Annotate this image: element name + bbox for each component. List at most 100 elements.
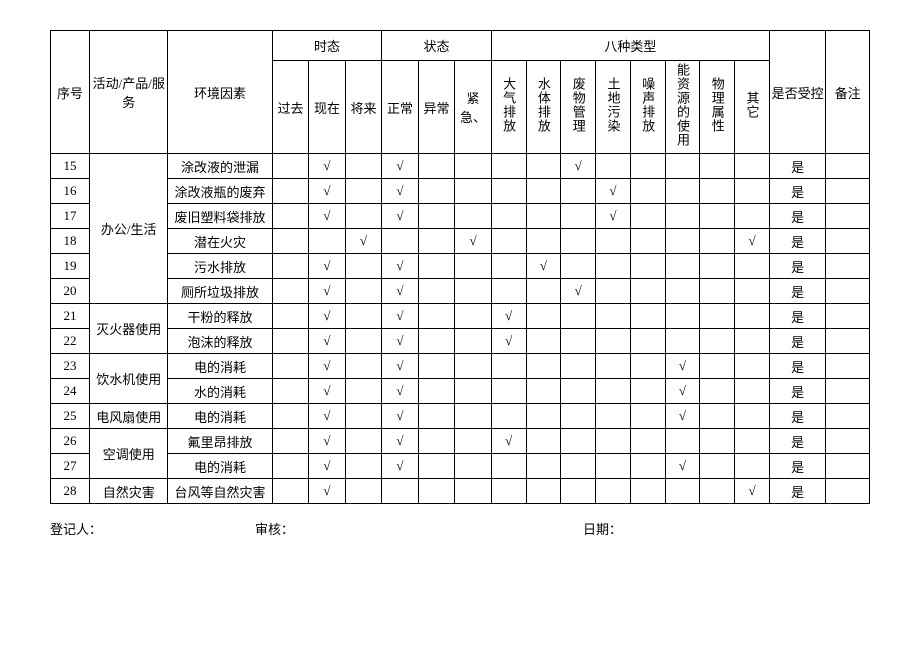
cell-physical bbox=[700, 479, 735, 504]
cell-other bbox=[735, 454, 770, 479]
col-water: 水体排放 bbox=[526, 61, 561, 154]
cell-land bbox=[596, 329, 631, 354]
cell-present: √ bbox=[309, 179, 346, 204]
cell-other: √ bbox=[735, 229, 770, 254]
footer-reviewer: 审核： bbox=[255, 519, 583, 538]
cell-physical bbox=[700, 229, 735, 254]
cell-remark bbox=[826, 379, 870, 404]
cell-past bbox=[272, 229, 309, 254]
cell-other bbox=[735, 204, 770, 229]
cell-abnormal bbox=[418, 404, 455, 429]
cell-water bbox=[526, 429, 561, 454]
cell-physical bbox=[700, 404, 735, 429]
cell-other bbox=[735, 404, 770, 429]
cell-past bbox=[272, 204, 309, 229]
cell-future bbox=[345, 254, 382, 279]
cell-physical bbox=[700, 254, 735, 279]
cell-controlled: 是 bbox=[769, 179, 826, 204]
footer-registrar: 登记人： bbox=[50, 519, 255, 538]
cell-energy bbox=[665, 304, 700, 329]
col-past: 过去 bbox=[272, 61, 309, 154]
cell-energy: √ bbox=[665, 379, 700, 404]
cell-abnormal bbox=[418, 179, 455, 204]
cell-air bbox=[491, 229, 526, 254]
cell-emergency bbox=[455, 254, 492, 279]
cell-other bbox=[735, 429, 770, 454]
cell-remark bbox=[826, 229, 870, 254]
cell-seq: 22 bbox=[51, 329, 90, 354]
cell-seq: 23 bbox=[51, 354, 90, 379]
cell-air bbox=[491, 179, 526, 204]
cell-waste bbox=[561, 454, 596, 479]
cell-other bbox=[735, 379, 770, 404]
cell-water bbox=[526, 179, 561, 204]
cell-future bbox=[345, 479, 382, 504]
cell-land bbox=[596, 454, 631, 479]
cell-noise bbox=[630, 304, 665, 329]
cell-noise bbox=[630, 229, 665, 254]
cell-energy: √ bbox=[665, 404, 700, 429]
cell-past bbox=[272, 329, 309, 354]
cell-factor: 厕所垃圾排放 bbox=[168, 279, 272, 304]
cell-activity: 电风扇使用 bbox=[90, 404, 168, 429]
cell-waste bbox=[561, 229, 596, 254]
table-row: 16涂改液瓶的废弃√√√是 bbox=[51, 179, 870, 204]
cell-remark bbox=[826, 429, 870, 454]
cell-air bbox=[491, 204, 526, 229]
cell-future bbox=[345, 204, 382, 229]
cell-land bbox=[596, 479, 631, 504]
col-waste: 废物管理 bbox=[561, 61, 596, 154]
cell-seq: 26 bbox=[51, 429, 90, 454]
cell-seq: 24 bbox=[51, 379, 90, 404]
cell-emergency bbox=[455, 454, 492, 479]
col-abnormal: 异常 bbox=[418, 61, 455, 154]
cell-land bbox=[596, 354, 631, 379]
cell-physical bbox=[700, 279, 735, 304]
cell-waste bbox=[561, 479, 596, 504]
cell-abnormal bbox=[418, 279, 455, 304]
cell-present: √ bbox=[309, 429, 346, 454]
cell-emergency bbox=[455, 354, 492, 379]
cell-emergency bbox=[455, 154, 492, 179]
cell-water bbox=[526, 304, 561, 329]
col-physical: 物理属性 bbox=[700, 61, 735, 154]
cell-waste bbox=[561, 329, 596, 354]
cell-physical bbox=[700, 454, 735, 479]
cell-present: √ bbox=[309, 404, 346, 429]
col-activity: 活动/产品/服务 bbox=[90, 31, 168, 154]
cell-emergency bbox=[455, 279, 492, 304]
cell-emergency: √ bbox=[455, 229, 492, 254]
cell-land bbox=[596, 404, 631, 429]
col-land: 土地污染 bbox=[596, 61, 631, 154]
cell-seq: 21 bbox=[51, 304, 90, 329]
cell-seq: 15 bbox=[51, 154, 90, 179]
cell-past bbox=[272, 404, 309, 429]
cell-land bbox=[596, 304, 631, 329]
cell-air bbox=[491, 279, 526, 304]
cell-future bbox=[345, 429, 382, 454]
cell-noise bbox=[630, 379, 665, 404]
cell-abnormal bbox=[418, 254, 455, 279]
cell-future bbox=[345, 154, 382, 179]
cell-future bbox=[345, 304, 382, 329]
cell-future bbox=[345, 379, 382, 404]
cell-activity: 自然灾害 bbox=[90, 479, 168, 504]
cell-other bbox=[735, 279, 770, 304]
cell-noise bbox=[630, 354, 665, 379]
cell-future bbox=[345, 179, 382, 204]
cell-activity: 办公/生活 bbox=[90, 154, 168, 304]
cell-activity: 灭火器使用 bbox=[90, 304, 168, 354]
cell-waste bbox=[561, 304, 596, 329]
cell-abnormal bbox=[418, 479, 455, 504]
cell-air bbox=[491, 404, 526, 429]
cell-factor: 涂改液的泄漏 bbox=[168, 154, 272, 179]
cell-remark bbox=[826, 179, 870, 204]
cell-controlled: 是 bbox=[769, 254, 826, 279]
cell-normal: √ bbox=[382, 404, 419, 429]
cell-seq: 16 bbox=[51, 179, 90, 204]
cell-other bbox=[735, 154, 770, 179]
cell-waste: √ bbox=[561, 279, 596, 304]
cell-controlled: 是 bbox=[769, 154, 826, 179]
cell-past bbox=[272, 454, 309, 479]
cell-physical bbox=[700, 304, 735, 329]
